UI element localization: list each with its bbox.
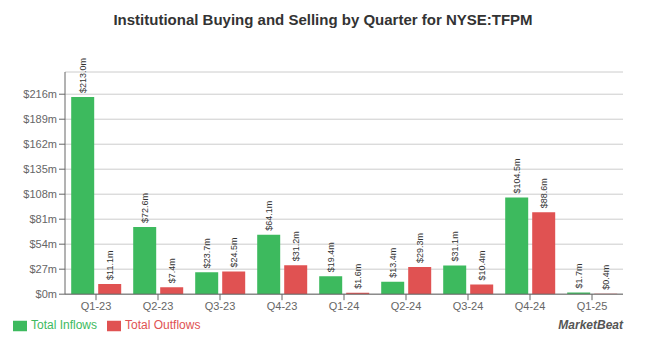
svg-text:$31.2m: $31.2m [291,231,301,261]
svg-text:$81m: $81m [29,213,57,225]
svg-text:Q1-23: Q1-23 [81,300,112,312]
svg-text:Q2-23: Q2-23 [143,300,174,312]
svg-text:$13.4m: $13.4m [388,248,398,278]
svg-text:$29.3m: $29.3m [415,233,425,263]
svg-text:$19.4m: $19.4m [326,242,336,272]
svg-text:$64.1m: $64.1m [264,201,274,231]
svg-text:$7.4m: $7.4m [167,258,177,283]
svg-text:$0m: $0m [36,288,57,300]
svg-text:$189m: $189m [23,113,57,125]
svg-text:$10.4m: $10.4m [477,251,487,281]
svg-text:$31.1m: $31.1m [450,231,460,261]
svg-text:Q3-24: Q3-24 [453,300,484,312]
svg-text:Q1-24: Q1-24 [329,300,360,312]
svg-text:$24.5m: $24.5m [229,237,239,267]
svg-text:$88.6m: $88.6m [539,178,549,208]
svg-text:Q4-24: Q4-24 [515,300,546,312]
html-text:MarketBeat: MarketBeat [558,318,623,332]
svg-text:$216m: $216m [23,88,57,100]
html-text:Total Outflows: Total Outflows [125,318,201,333]
svg-text:$1.7m: $1.7m [574,264,584,289]
svg-text:$104.5m: $104.5m [512,158,522,193]
svg-text:$1.6m: $1.6m [353,264,363,289]
svg-text:$0.4m: $0.4m [601,265,611,290]
svg-text:$72.6m: $72.6m [140,193,150,223]
svg-text:$213.0m: $213.0m [78,58,88,93]
svg-text:$23.7m: $23.7m [202,238,212,268]
html-text:Total Inflows: Total Inflows [31,318,97,333]
svg-text:Q3-23: Q3-23 [205,300,236,312]
svg-text:Q2-24: Q2-24 [391,300,422,312]
svg-text:Q4-23: Q4-23 [267,300,298,312]
html-text:Institutional Buying and Selli: Institutional Buying and Selling by Quar… [113,11,533,28]
svg-text:$27m: $27m [29,263,57,275]
svg-text:$11.1m: $11.1m [105,251,115,280]
svg-text:$108m: $108m [23,188,57,200]
svg-text:Q1-25: Q1-25 [577,300,608,312]
svg-text:$162m: $162m [23,138,57,150]
svg-text:$135m: $135m [23,163,57,175]
svg-text:$54m: $54m [29,238,57,250]
